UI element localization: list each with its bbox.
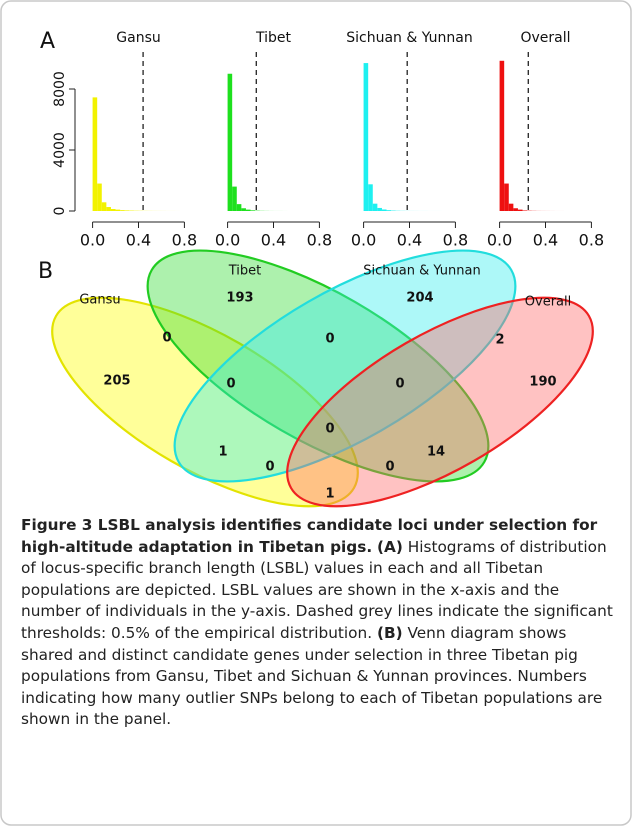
histogram-bar [372, 203, 378, 211]
venn-count: 205 [103, 374, 130, 389]
venn-set-label: Gansu [79, 293, 120, 308]
venn-set [286, 296, 594, 508]
histogram-bar [522, 210, 528, 211]
histogram-bar [363, 63, 369, 212]
caption: Figure 3 LSBL analysis identifies candid… [21, 515, 619, 731]
histogram-bar [97, 183, 102, 211]
venn-count: 0 [385, 460, 394, 475]
histogram-bar [499, 60, 505, 211]
chart-title: Gansu [116, 30, 160, 46]
x-tick-label: 0.8 [307, 231, 332, 250]
histogram-bar [124, 210, 130, 211]
histogram-bar [92, 97, 98, 211]
histogram-bar [110, 209, 116, 211]
venn-count: 0 [395, 377, 404, 392]
venn-count: 190 [529, 375, 556, 390]
venn-count: 0 [265, 460, 274, 475]
venn-count: 0 [226, 377, 235, 392]
histogram-bar [236, 204, 242, 211]
histogram-bar [377, 207, 382, 211]
venn-count: 14 [427, 445, 445, 460]
histogram-bar [241, 208, 246, 211]
histogram-bar [517, 209, 523, 211]
histogram-bar [381, 209, 387, 211]
venn-count: 1 [325, 487, 334, 502]
histogram-bar [232, 186, 237, 211]
x-tick-label: 0.8 [443, 231, 468, 250]
x-tick-label: 0.8 [579, 231, 604, 250]
venn-count: 0 [162, 331, 171, 346]
histogram-bar [386, 210, 392, 211]
x-tick-label: 0.4 [533, 231, 558, 250]
histogram-bar [106, 207, 111, 211]
x-tick-label: 0.0 [487, 231, 512, 250]
venn-count: 1 [218, 445, 227, 460]
x-tick-label: 0.4 [397, 231, 422, 250]
caption-text: Histograms of distribution of locus-spec… [21, 537, 613, 642]
histogram-bar [120, 210, 125, 211]
x-tick-label: 0.0 [80, 231, 105, 250]
venn-count: 0 [325, 332, 334, 347]
panel-label: A [40, 29, 55, 54]
venn-set [51, 296, 359, 508]
histogram-bar [513, 208, 518, 211]
histogram-bar [101, 202, 107, 211]
venn-count: 204 [406, 291, 433, 306]
venn-set-label: Tibet [228, 264, 262, 279]
caption-text: Venn diagram shows shared and distinct c… [21, 623, 603, 729]
venn-set-label: Sichuan & Yunnan [363, 264, 480, 279]
histogram-bar [250, 210, 256, 211]
x-tick-label: 0.4 [126, 231, 151, 250]
x-tick-label: 0.4 [261, 231, 286, 250]
y-tick-label: 8000 [52, 71, 68, 107]
caption-label: (B) [376, 623, 403, 642]
histogram-bar [504, 183, 509, 211]
caption-label: (A) [377, 537, 403, 556]
venn-set [173, 249, 517, 483]
chart-title: Sichuan & Yunnan [346, 30, 473, 46]
chart-title: Overall [520, 30, 570, 46]
venn-count: 2 [495, 333, 504, 348]
venn-count: 0 [325, 422, 334, 437]
x-tick-label: 0.0 [351, 231, 376, 250]
histogram-bar [368, 184, 373, 211]
caption-title: Figure 3 LSBL analysis identifies candid… [21, 516, 598, 556]
histogram-bar [227, 73, 233, 211]
venn-set [146, 249, 490, 483]
histogram-bar [508, 203, 514, 211]
panel-label: B [38, 259, 53, 284]
chart-title: Tibet [255, 30, 292, 46]
histogram-bar [245, 209, 251, 211]
y-tick-label: 0 [52, 207, 68, 216]
y-tick-label: 4000 [52, 132, 68, 168]
x-tick-label: 0.8 [172, 231, 197, 250]
histogram-bar [115, 209, 121, 211]
venn-count: 193 [226, 291, 253, 306]
venn-set-label: Overall [525, 295, 571, 310]
x-tick-label: 0.0 [215, 231, 240, 250]
